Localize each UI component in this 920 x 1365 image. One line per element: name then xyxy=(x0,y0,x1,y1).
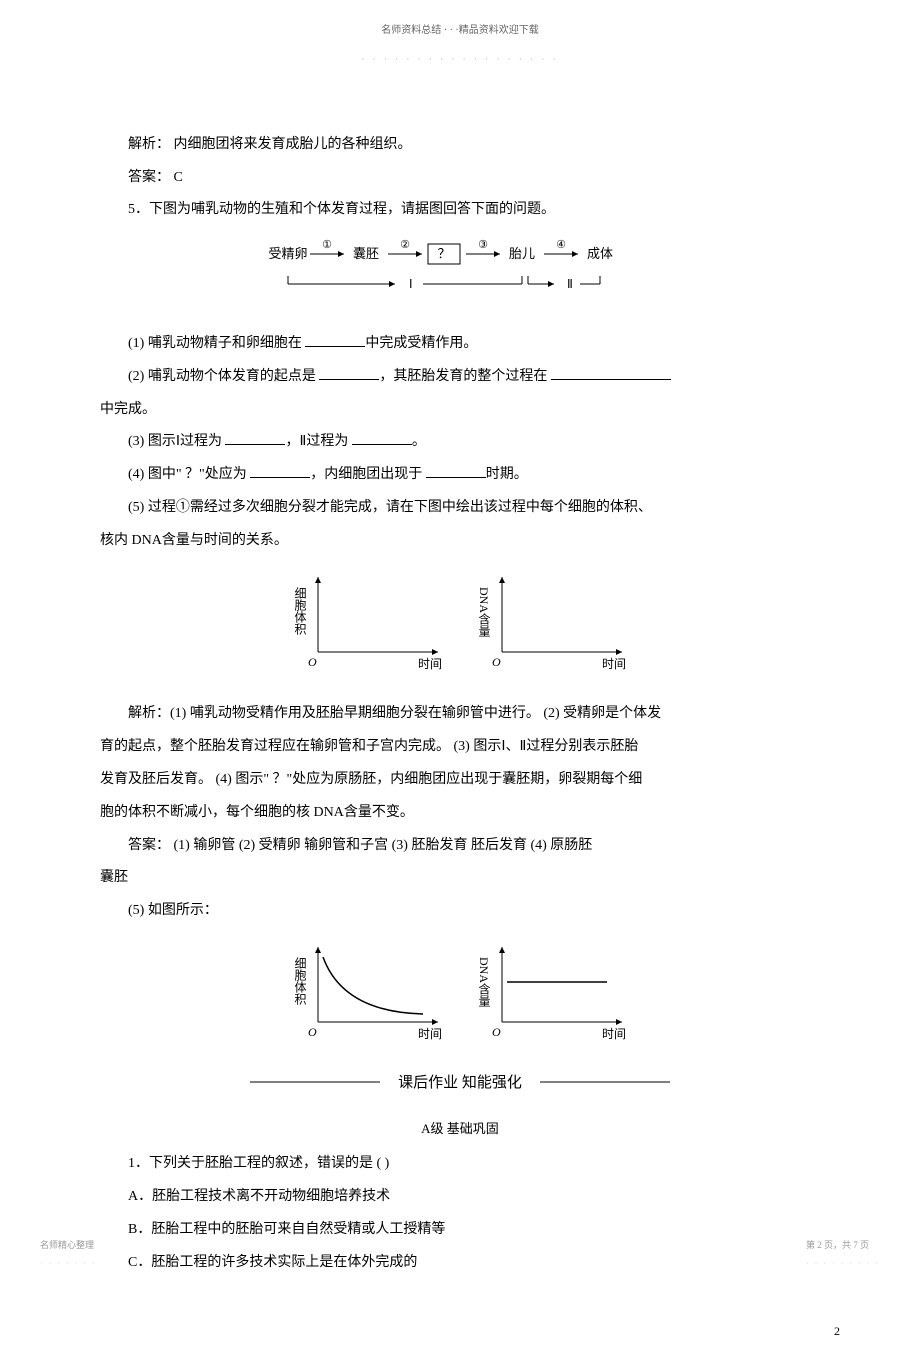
svg-text:囊胚: 囊胚 xyxy=(353,246,379,261)
q3: (3) 图示Ⅰ过程为 ，Ⅱ过程为 。 xyxy=(100,427,820,458)
q2-mid: ，其胚胎发育的整个过程在 xyxy=(379,369,551,384)
q2-pre: (2) 哺乳动物个体发育的起点是 xyxy=(128,369,319,384)
footer-right: 第 2 页，共 7 页 · · · · · · · · · xyxy=(806,1236,880,1273)
page-number: 2 xyxy=(60,1318,860,1344)
a-level: A级 基础巩固 xyxy=(100,1115,820,1144)
q1-pre: (1) 哺乳动物精子和卵细胞在 xyxy=(128,336,305,351)
svg-text:细胞体积: 细胞体积 xyxy=(293,956,307,1005)
question-5: 5．下图为哺乳动物的生殖和个体发育过程，请据图回答下面的问题。 xyxy=(100,195,820,226)
svg-text:胎儿: 胎儿 xyxy=(509,246,535,261)
q4-pre: (4) 图中" ？"处应为 xyxy=(128,467,250,482)
svg-text:时间: 时间 xyxy=(602,657,626,671)
blank-charts: O 时间 细胞体积 O 时间 DNA含量 xyxy=(100,567,820,690)
analysis-3: 发育及胚后发育。 (4) 图示" ？"处应为原肠胚，内细胞团应出现于囊胚期，卵裂… xyxy=(100,765,820,796)
ex1c: C．胚胎工程的许多技术实际上是在体外完成的 xyxy=(100,1248,820,1279)
q2: (2) 哺乳动物个体发育的起点是 ，其胚胎发育的整个过程在 xyxy=(100,362,820,393)
svg-text:DNA含量: DNA含量 xyxy=(477,587,491,637)
blank xyxy=(225,431,285,445)
svg-text:④: ④ xyxy=(556,239,566,251)
q1: (1) 哺乳动物精子和卵细胞在 中完成受精作用。 xyxy=(100,329,820,360)
flow-diagram: 受精卵 ① 囊胚 ② ？ ③ 胎儿 ④ 成体 Ⅰ Ⅱ xyxy=(100,236,820,319)
ex1a: A．胚胎工程技术离不开动物细胞培养技术 xyxy=(100,1182,820,1213)
header-top: 名师资料总结 · · ·精品资料欢迎下载 xyxy=(60,20,860,42)
footer-right-text: 第 2 页，共 7 页 xyxy=(806,1236,880,1256)
blank xyxy=(305,333,365,347)
analysis-text: 解析： 内细胞团将来发育成胎儿的各种组织。 xyxy=(100,130,820,161)
answer-charts: O 时间 细胞体积 O 时间 DNA含量 xyxy=(100,937,820,1060)
q4-post: 时期。 xyxy=(486,467,528,482)
q4-mid: ，内细胞团出现于 xyxy=(310,467,426,482)
svg-text:Ⅱ: Ⅱ xyxy=(567,277,573,291)
divider-text: 课后作业 知能强化 xyxy=(398,1074,522,1091)
q3-post: 。 xyxy=(412,434,426,449)
svg-text:时间: 时间 xyxy=(418,657,442,671)
q4: (4) 图中" ？"处应为 ，内细胞团出现于 时期。 xyxy=(100,460,820,491)
header-dots: · · · · · · · · · · · · · · · · · · xyxy=(60,50,860,70)
blank xyxy=(250,464,310,478)
svg-text:时间: 时间 xyxy=(602,1027,626,1041)
svg-text:受精卵: 受精卵 xyxy=(268,246,307,261)
answer-c: 答案： C xyxy=(100,163,820,194)
q2-end: 中完成。 xyxy=(100,395,820,426)
q5-cont: 核内 DNA含量与时间的关系。 xyxy=(100,526,820,557)
footer-right-dots: · · · · · · · · · xyxy=(806,1255,880,1273)
svg-text:细胞体积: 细胞体积 xyxy=(293,586,307,635)
q5: (5) 过程①需经过多次细胞分裂才能完成，请在下图中绘出该过程中每个细胞的体积、 xyxy=(100,493,820,524)
svg-text:DNA含量: DNA含量 xyxy=(477,957,491,1007)
blank xyxy=(551,366,671,380)
svg-text:Ⅰ: Ⅰ xyxy=(409,277,413,291)
footer-left: 名师精心整理 · · · · · · · xyxy=(40,1236,97,1273)
svg-text:时间: 时间 xyxy=(418,1027,442,1041)
svg-text:？: ？ xyxy=(437,246,450,261)
section-divider: 课后作业 知能强化 xyxy=(100,1070,820,1107)
q1-post: 中完成受精作用。 xyxy=(365,336,477,351)
ex1b: B．胚胎工程中的胚胎可来自自然受精或人工授精等 xyxy=(100,1215,820,1246)
svg-text:O: O xyxy=(308,1025,317,1039)
q3-pre: (3) 图示Ⅰ过程为 xyxy=(128,434,225,449)
blank xyxy=(352,431,412,445)
svg-text:O: O xyxy=(492,1025,501,1039)
ex1: 1．下列关于胚胎工程的叙述，错误的是 ( ) xyxy=(100,1149,820,1180)
blank xyxy=(319,366,379,380)
svg-text:成体: 成体 xyxy=(587,246,613,261)
svg-text:③: ③ xyxy=(478,239,488,251)
svg-text:O: O xyxy=(308,655,317,669)
footer-left-text: 名师精心整理 xyxy=(40,1236,97,1256)
blank xyxy=(426,464,486,478)
footer-left-dots: · · · · · · · xyxy=(40,1255,97,1273)
svg-text:①: ① xyxy=(322,239,332,251)
q5-answer: (5) 如图所示： xyxy=(100,896,820,927)
analysis-4: 胞的体积不断减小，每个细胞的核 DNA含量不变。 xyxy=(100,798,820,829)
analysis-2: 育的起点，整个胚胎发育过程应在输卵管和子宫内完成。 (3) 图示Ⅰ、Ⅱ过程分别表… xyxy=(100,732,820,763)
answer-line: 答案： (1) 输卵管 (2) 受精卵 输卵管和子宫 (3) 胚胎发育 胚后发育… xyxy=(100,831,820,862)
svg-text:O: O xyxy=(492,655,501,669)
answer-cont: 囊胚 xyxy=(100,863,820,894)
main-content: 解析： 内细胞团将来发育成胎儿的各种组织。 答案： C 5．下图为哺乳动物的生殖… xyxy=(60,130,860,1279)
analysis-1: 解析：(1) 哺乳动物受精作用及胚胎早期细胞分裂在输卵管中进行。 (2) 受精卵… xyxy=(100,699,820,730)
q3-mid: ，Ⅱ过程为 xyxy=(285,434,351,449)
svg-text:②: ② xyxy=(400,239,410,251)
